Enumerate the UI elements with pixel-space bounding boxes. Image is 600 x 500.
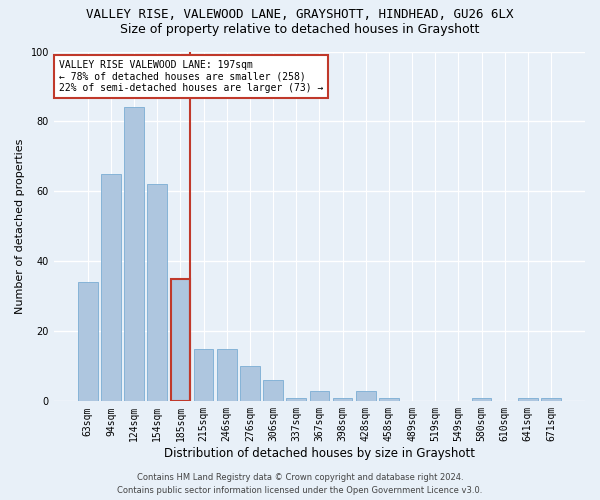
Bar <box>379 398 399 402</box>
Text: Size of property relative to detached houses in Grayshott: Size of property relative to detached ho… <box>121 22 479 36</box>
Text: VALLEY RISE VALEWOOD LANE: 197sqm
← 78% of detached houses are smaller (258)
22%: VALLEY RISE VALEWOOD LANE: 197sqm ← 78% … <box>59 60 323 94</box>
Bar <box>541 398 561 402</box>
Bar <box>263 380 283 402</box>
Bar <box>286 398 306 402</box>
Bar <box>310 391 329 402</box>
Bar <box>333 398 352 402</box>
Bar <box>78 282 98 402</box>
Bar <box>217 349 236 402</box>
Bar <box>170 279 190 402</box>
Bar <box>240 366 260 402</box>
Bar <box>518 398 538 402</box>
X-axis label: Distribution of detached houses by size in Grayshott: Distribution of detached houses by size … <box>164 447 475 460</box>
Bar <box>194 349 214 402</box>
Bar <box>101 174 121 402</box>
Bar <box>148 184 167 402</box>
Bar <box>124 108 144 402</box>
Bar <box>356 391 376 402</box>
Bar <box>472 398 491 402</box>
Y-axis label: Number of detached properties: Number of detached properties <box>15 138 25 314</box>
Text: VALLEY RISE, VALEWOOD LANE, GRAYSHOTT, HINDHEAD, GU26 6LX: VALLEY RISE, VALEWOOD LANE, GRAYSHOTT, H… <box>86 8 514 20</box>
Text: Contains HM Land Registry data © Crown copyright and database right 2024.
Contai: Contains HM Land Registry data © Crown c… <box>118 474 482 495</box>
